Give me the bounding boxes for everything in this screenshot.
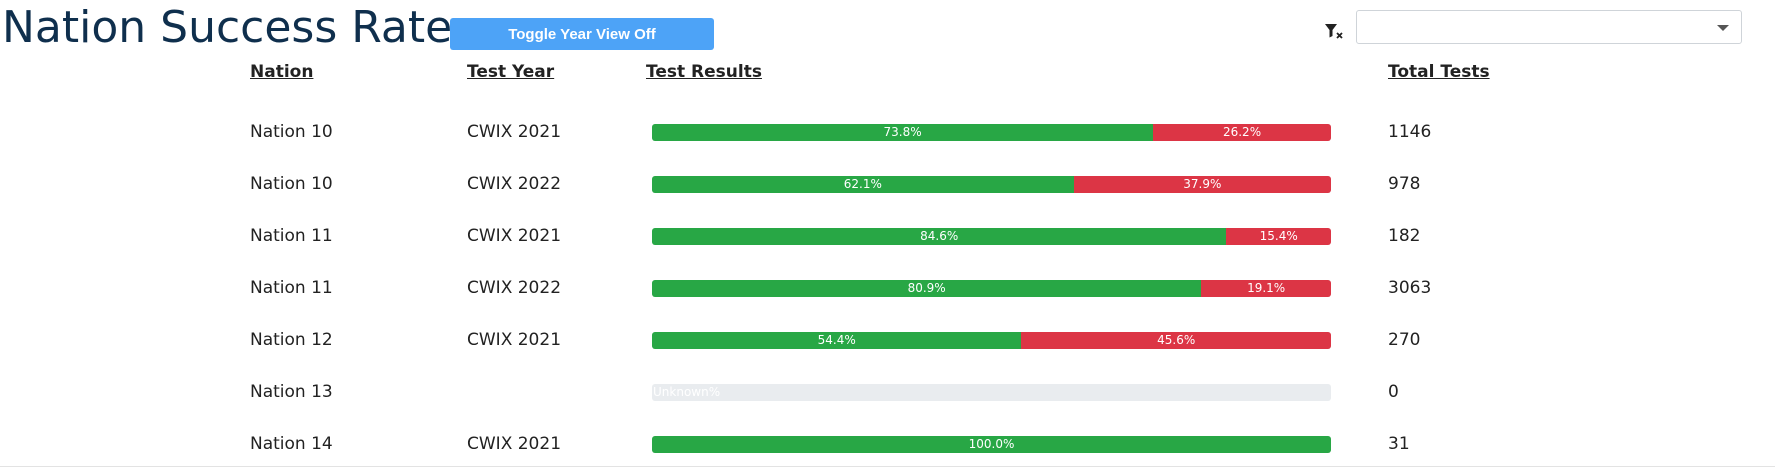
column-header-test-year[interactable]: Test Year: [467, 62, 555, 82]
nation-cell: Nation 10: [250, 174, 333, 194]
table-row: Nation 10 CWIX 2021 73.8% 26.2% 1146: [0, 112, 1775, 152]
nation-cell: Nation 11: [250, 278, 333, 298]
total-tests-cell: 1146: [1388, 122, 1432, 142]
nation-cell: Nation 14: [250, 434, 333, 454]
total-tests-cell: 270: [1388, 330, 1421, 350]
test-year-cell: CWIX 2021: [467, 122, 562, 142]
table-row: Nation 10 CWIX 2022 62.1% 37.9% 978: [0, 164, 1775, 204]
filter-select[interactable]: [1356, 10, 1742, 44]
test-results-progress-bar: 62.1% 37.9%: [652, 176, 1331, 193]
test-year-cell: CWIX 2022: [467, 278, 562, 298]
progress-fail-segment: 45.6%: [1021, 332, 1331, 349]
progress-fail-segment: 37.9%: [1073, 176, 1331, 193]
test-year-cell: CWIX 2021: [467, 226, 562, 246]
table-row: Nation 11 CWIX 2021 84.6% 15.4% 182: [0, 216, 1775, 256]
column-header-nation[interactable]: Nation: [250, 62, 314, 82]
test-results-progress-bar: Unknown%: [652, 384, 1331, 401]
table-row: Nation 13 Unknown% 0: [0, 372, 1775, 412]
nation-cell: Nation 10: [250, 122, 333, 142]
table-row: Nation 12 CWIX 2021 54.4% 45.6% 270: [0, 320, 1775, 360]
test-results-progress-bar: 80.9% 19.1%: [652, 280, 1331, 297]
progress-success-segment: 100.0%: [652, 436, 1331, 453]
total-tests-cell: 31: [1388, 434, 1410, 454]
column-header-test-results[interactable]: Test Results: [646, 62, 762, 82]
page-title: Nation Success Rate: [2, 2, 453, 53]
progress-success-segment: 80.9%: [652, 280, 1202, 297]
table-row: Nation 14 CWIX 2021 100.0% 31: [0, 424, 1775, 464]
nation-cell: Nation 12: [250, 330, 333, 350]
progress-fail-segment: 19.1%: [1201, 280, 1331, 297]
test-results-progress-bar: 54.4% 45.6%: [652, 332, 1331, 349]
column-header-total-tests[interactable]: Total Tests: [1388, 62, 1490, 82]
progress-success-segment: 54.4%: [652, 332, 1022, 349]
nation-cell: Nation 11: [250, 226, 333, 246]
test-year-cell: CWIX 2021: [467, 434, 562, 454]
progress-success-segment: 73.8%: [652, 124, 1154, 141]
chevron-down-icon: [1717, 25, 1729, 31]
test-results-progress-bar: 100.0%: [652, 436, 1331, 453]
test-results-progress-bar: 73.8% 26.2%: [652, 124, 1331, 141]
total-tests-cell: 3063: [1388, 278, 1432, 298]
progress-success-segment: 84.6%: [652, 228, 1227, 245]
table-row: Nation 11 CWIX 2022 80.9% 19.1% 3063: [0, 268, 1775, 308]
total-tests-cell: 0: [1388, 382, 1399, 402]
toggle-year-view-button[interactable]: Toggle Year View Off: [450, 18, 714, 50]
progress-fail-segment: 15.4%: [1226, 228, 1331, 245]
total-tests-cell: 978: [1388, 174, 1421, 194]
test-results-progress-bar: 84.6% 15.4%: [652, 228, 1331, 245]
test-year-cell: CWIX 2022: [467, 174, 562, 194]
progress-fail-segment: 26.2%: [1153, 124, 1331, 141]
filter-clear-icon[interactable]: [1323, 20, 1345, 42]
progress-unknown-segment: Unknown%: [653, 385, 721, 399]
divider: [0, 466, 1775, 467]
nation-cell: Nation 13: [250, 382, 333, 402]
total-tests-cell: 182: [1388, 226, 1421, 246]
progress-success-segment: 62.1%: [652, 176, 1074, 193]
test-year-cell: CWIX 2021: [467, 330, 562, 350]
